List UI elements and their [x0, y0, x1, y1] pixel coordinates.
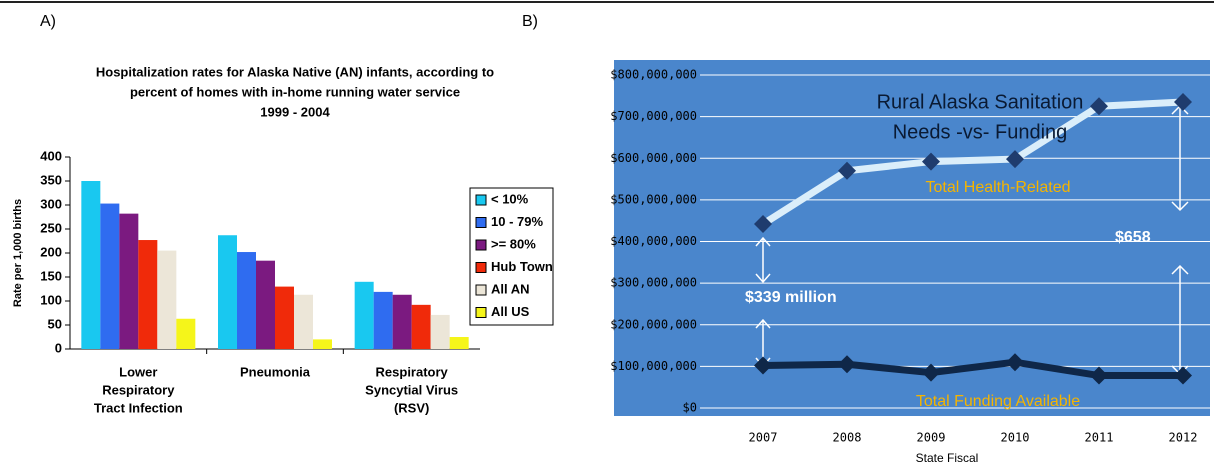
legend-label: Hub Town	[491, 259, 553, 274]
marker	[922, 152, 940, 171]
legend-swatch	[475, 194, 487, 206]
y-tick-label: $800,000,000	[610, 68, 697, 82]
x-tick-label: Tract Infection	[94, 400, 183, 415]
line	[761, 98, 1184, 227]
x-tick-label: 2008	[833, 431, 862, 445]
y-tick-label: 50	[48, 316, 62, 331]
legend-label: All AN	[491, 281, 530, 296]
chart-title: Rural Alaska Sanitation	[877, 91, 1084, 113]
bar	[100, 203, 120, 349]
legend-box	[469, 187, 554, 326]
y-tick-label: $400,000,000	[610, 234, 697, 248]
arrows	[755, 104, 1189, 376]
bar	[354, 281, 374, 349]
marker	[754, 356, 772, 375]
x-tick-label: Pneumonia	[240, 364, 311, 379]
x-tick-label: 2012	[1169, 431, 1198, 445]
x-tick-label: Syncytial Virus	[365, 382, 458, 397]
x-tick-label: Respiratory	[376, 364, 449, 379]
bar	[411, 304, 431, 349]
legend-swatch	[475, 284, 487, 296]
bar	[119, 213, 139, 349]
legend-swatch	[475, 239, 487, 251]
marker	[1090, 97, 1108, 116]
chart-title: percent of homes with in-home running wa…	[130, 84, 460, 99]
y-tick-label: 400	[40, 148, 62, 163]
annotation: $339 million	[745, 289, 837, 306]
bar	[430, 314, 450, 349]
marker	[1174, 93, 1192, 112]
bar	[373, 291, 393, 349]
marker	[1090, 366, 1108, 385]
y-tick-label: $100,000,000	[610, 359, 697, 373]
x-tick-label: 2010	[1001, 431, 1030, 445]
legend-swatch	[475, 307, 487, 318]
y-tick-label: $700,000,000	[610, 109, 697, 123]
marker	[1006, 150, 1024, 169]
bar	[81, 181, 101, 349]
x-tick-label: 2009	[917, 431, 946, 445]
y-tick-label: 100	[40, 292, 62, 307]
bar	[449, 337, 469, 349]
bar	[176, 318, 196, 349]
y-tick-label: $300,000,000	[610, 276, 697, 290]
x-tick-label: Respiratory	[102, 382, 175, 397]
series-label: Total Health-Related	[926, 179, 1071, 196]
line	[762, 358, 1183, 380]
legend-swatch	[475, 262, 487, 273]
marker	[1006, 353, 1024, 372]
legend-label: All US	[491, 304, 530, 319]
y-tick-label: 0	[55, 340, 62, 355]
y-axis-label: Rate per 1,000 births	[12, 199, 24, 307]
annotation: $658	[1115, 229, 1151, 246]
bar	[392, 294, 412, 349]
chart-title: Hospitalization rates for Alaska Native …	[96, 64, 494, 79]
legend-swatch	[475, 217, 487, 228]
y-tick-label: 300	[40, 196, 62, 211]
y-tick-label: $0	[683, 401, 697, 415]
marker	[838, 355, 856, 374]
bar	[313, 339, 332, 349]
x-tick-label: Lower	[119, 364, 157, 379]
marker	[922, 363, 940, 382]
legend-label: 10 - 79%	[491, 214, 543, 229]
panel-label: A)	[40, 13, 56, 30]
y-tick-label: 350	[40, 172, 62, 187]
y-tick-label: 200	[40, 244, 62, 259]
x-tick-label: (RSV)	[394, 400, 429, 415]
series-label: Total Funding Available	[916, 393, 1080, 410]
y-tick-label: $500,000,000	[610, 192, 697, 206]
marker	[754, 215, 772, 234]
chart-title: Needs -vs- Funding	[893, 121, 1068, 143]
marker	[838, 161, 856, 180]
panel-label: B)	[522, 13, 538, 30]
bar	[237, 252, 256, 349]
x-tick-label: 2007	[749, 431, 778, 445]
bar	[157, 250, 177, 349]
y-tick-label: 150	[40, 268, 62, 283]
y-tick-label: 250	[40, 220, 62, 235]
x-tick-label: 2011	[1085, 431, 1114, 445]
x-axis-label: State Fiscal	[916, 451, 979, 465]
plot-background	[614, 60, 1210, 416]
marker	[1174, 366, 1192, 385]
y-tick-label: $200,000,000	[610, 317, 697, 331]
bar	[138, 240, 158, 349]
legend-label: >= 80%	[491, 236, 536, 251]
bar	[275, 286, 294, 349]
y-tick-label: $600,000,000	[610, 151, 697, 165]
legend-label: < 10%	[491, 191, 529, 206]
chart-title: 1999 - 2004	[260, 104, 330, 119]
bar	[218, 235, 237, 349]
bar	[256, 260, 275, 349]
bar	[294, 294, 313, 349]
